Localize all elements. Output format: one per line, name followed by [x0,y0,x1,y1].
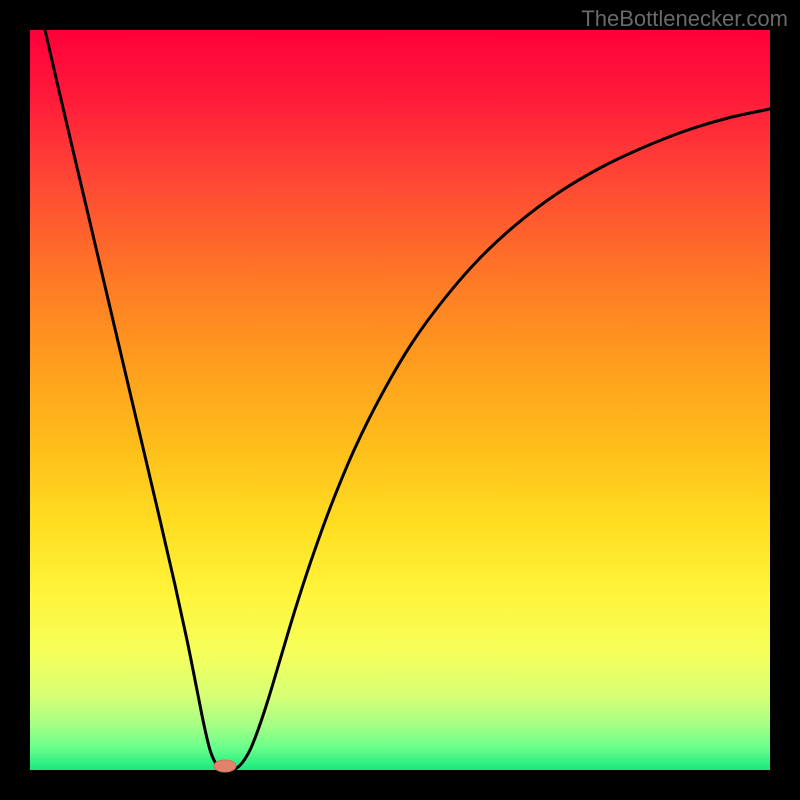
bottleneck-chart: TheBottlenecker.com [0,0,800,800]
chart-svg [0,0,800,800]
minimum-marker [214,760,236,772]
